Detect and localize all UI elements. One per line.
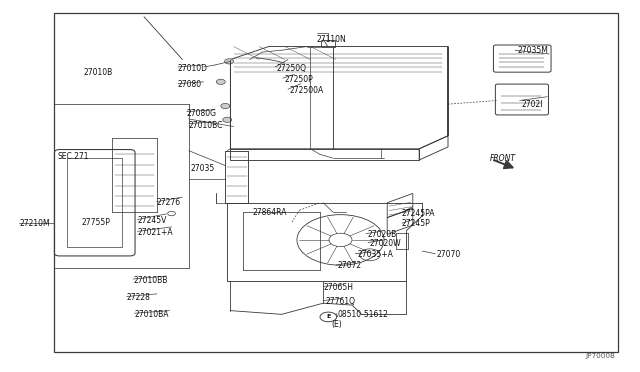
Text: E: E xyxy=(326,314,330,320)
Text: 27245P: 27245P xyxy=(402,219,431,228)
Text: 27010BC: 27010BC xyxy=(189,121,223,130)
Text: JP7000B: JP7000B xyxy=(586,353,616,359)
Circle shape xyxy=(225,59,234,64)
Text: 08510-51612: 08510-51612 xyxy=(338,310,388,319)
Text: 27110N: 27110N xyxy=(317,35,346,44)
Text: 27010BA: 27010BA xyxy=(134,310,169,319)
Bar xyxy=(54,13,618,352)
Text: 27020W: 27020W xyxy=(370,239,401,248)
Circle shape xyxy=(223,117,232,122)
Text: (E): (E) xyxy=(332,320,342,329)
Text: 27010B: 27010B xyxy=(83,68,113,77)
Bar xyxy=(321,40,335,46)
Circle shape xyxy=(221,103,230,109)
Text: 27245PA: 27245PA xyxy=(402,209,435,218)
Text: 27250Q: 27250Q xyxy=(276,64,307,73)
Text: 27755P: 27755P xyxy=(82,218,111,227)
Text: 2702I: 2702I xyxy=(522,100,543,109)
Text: 27072: 27072 xyxy=(338,262,362,270)
Text: 27035M: 27035M xyxy=(517,46,548,55)
Text: 27010BB: 27010BB xyxy=(133,276,168,285)
Text: 272500A: 272500A xyxy=(289,86,324,94)
Text: 27070: 27070 xyxy=(436,250,461,259)
Text: 27021+A: 27021+A xyxy=(138,228,173,237)
Bar xyxy=(67,158,122,247)
Text: 27010D: 27010D xyxy=(178,64,208,73)
Text: 27080G: 27080G xyxy=(187,109,217,118)
Text: 27210M: 27210M xyxy=(19,219,50,228)
Text: 27035+A: 27035+A xyxy=(357,250,393,259)
Text: 27035: 27035 xyxy=(191,164,215,173)
Text: 27020B: 27020B xyxy=(368,230,397,239)
Text: SEC.271: SEC.271 xyxy=(58,152,89,161)
Text: 27276: 27276 xyxy=(157,198,181,207)
Text: 27080: 27080 xyxy=(178,80,202,89)
Text: 27065H: 27065H xyxy=(323,283,353,292)
Text: 27250P: 27250P xyxy=(285,75,314,84)
Text: 27761Q: 27761Q xyxy=(325,297,355,306)
Text: 27864RA: 27864RA xyxy=(253,208,287,217)
Text: 27228: 27228 xyxy=(127,293,150,302)
Text: 27245V: 27245V xyxy=(138,216,167,225)
Text: FRONT: FRONT xyxy=(490,154,516,163)
Circle shape xyxy=(216,79,225,84)
